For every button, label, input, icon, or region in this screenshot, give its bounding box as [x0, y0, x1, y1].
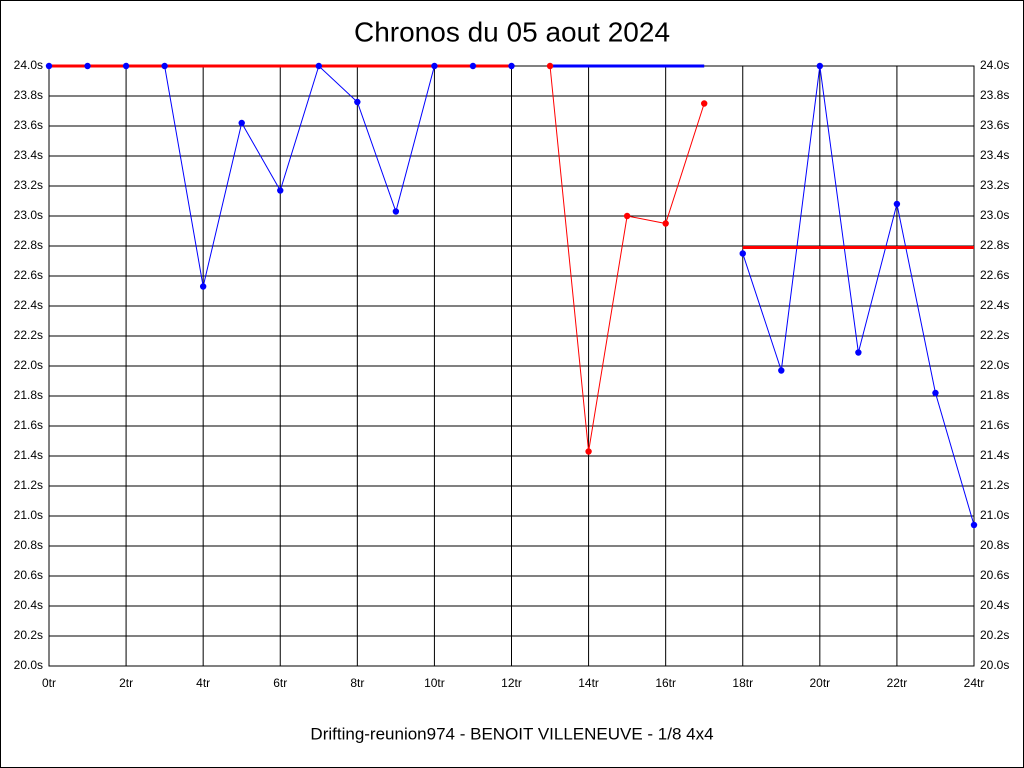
y-tick-label: 23.0s — [14, 208, 43, 222]
y-tick-label: 20.8s — [14, 538, 43, 552]
y-tick-label-right: 24.0s — [980, 58, 1009, 72]
y-tick-label-right: 23.4s — [980, 148, 1009, 162]
y-tick-label-right: 22.4s — [980, 298, 1009, 312]
y-tick-label-right: 20.8s — [980, 538, 1009, 552]
x-tick-label: 10tr — [424, 676, 445, 690]
x-tick-label: 24tr — [964, 676, 985, 690]
data-point — [84, 62, 91, 70]
x-axis-label: Drifting-reunion974 - BENOIT VILLENEUVE … — [310, 724, 713, 743]
data-point — [778, 367, 785, 374]
x-tick-label: 18tr — [732, 676, 753, 690]
x-tick-label: 22tr — [887, 676, 908, 690]
data-point — [238, 119, 245, 127]
x-tick-label: 16tr — [655, 676, 676, 690]
data-point — [161, 62, 168, 70]
y-tick-label: 21.4s — [14, 448, 43, 462]
y-tick-label: 22.2s — [14, 328, 43, 342]
y-tick-label-right: 21.8s — [980, 388, 1009, 402]
x-tick-label: 6tr — [273, 676, 287, 690]
x-tick-label: 14tr — [578, 676, 599, 690]
data-point — [662, 220, 669, 227]
y-tick-label: 21.2s — [14, 478, 43, 492]
y-tick-label: 21.6s — [14, 418, 43, 432]
y-tick-label: 23.6s — [14, 118, 43, 132]
data-point — [122, 62, 130, 70]
data-point — [354, 98, 361, 106]
y-tick-label: 21.8s — [14, 388, 43, 402]
x-tick-label: 0tr — [42, 676, 56, 690]
y-tick-label: 23.2s — [14, 178, 43, 192]
y-tick-label-right: 20.0s — [980, 658, 1009, 672]
y-tick-label: 24.0s — [14, 58, 43, 72]
x-tick-label: 12tr — [501, 676, 522, 690]
y-tick-label-right: 23.2s — [980, 178, 1009, 192]
y-tick-label-right: 23.6s — [980, 118, 1009, 132]
y-tick-label: 22.6s — [14, 268, 43, 282]
x-tick-label: 2tr — [119, 676, 133, 690]
y-tick-label-right: 21.2s — [980, 478, 1009, 492]
y-tick-label: 21.0s — [14, 508, 43, 522]
y-tick-label-right: 21.4s — [980, 448, 1009, 462]
y-tick-label: 20.6s — [14, 568, 43, 582]
data-point — [546, 62, 554, 70]
data-point — [932, 389, 939, 397]
x-tick-label: 20tr — [809, 676, 830, 690]
data-point — [585, 448, 592, 455]
data-point — [970, 521, 978, 529]
y-tick-label: 20.4s — [14, 598, 43, 612]
data-point — [392, 208, 400, 215]
x-tick-label: 8tr — [350, 676, 364, 690]
y-tick-label-right: 20.2s — [980, 628, 1009, 642]
data-point — [508, 62, 515, 70]
y-tick-label-right: 20.4s — [980, 598, 1009, 612]
data-point — [893, 200, 901, 208]
data-point — [739, 250, 746, 257]
y-tick-label: 22.4s — [14, 298, 43, 312]
data-point — [816, 62, 824, 70]
y-tick-label: 22.8s — [14, 238, 43, 252]
y-tick-label-right: 22.2s — [980, 328, 1009, 342]
data-point — [45, 62, 53, 70]
y-tick-label-right: 22.6s — [980, 268, 1009, 282]
x-tick-label: 4tr — [196, 676, 210, 690]
y-tick-label-right: 22.8s — [980, 238, 1009, 252]
y-tick-label: 22.0s — [14, 358, 43, 372]
y-tick-label-right: 22.0s — [980, 358, 1009, 372]
data-point — [623, 212, 631, 220]
data-point — [199, 283, 207, 290]
y-tick-label-right: 21.0s — [980, 508, 1009, 522]
y-tick-label: 23.8s — [14, 88, 43, 102]
y-tick-label-right: 23.0s — [980, 208, 1009, 222]
chart-title: Chronos du 05 aout 2024 — [354, 16, 670, 47]
data-point — [431, 62, 438, 70]
y-tick-label: 23.4s — [14, 148, 43, 162]
data-point — [469, 62, 477, 70]
data-point — [315, 62, 322, 70]
y-tick-label-right: 23.8s — [980, 88, 1009, 102]
data-point — [701, 100, 708, 107]
y-tick-label-right: 20.6s — [980, 568, 1009, 582]
data-point — [277, 187, 284, 194]
y-tick-label-right: 21.6s — [980, 418, 1009, 432]
data-point — [855, 349, 862, 356]
y-tick-label: 20.2s — [14, 628, 43, 642]
y-tick-label: 20.0s — [14, 658, 43, 672]
